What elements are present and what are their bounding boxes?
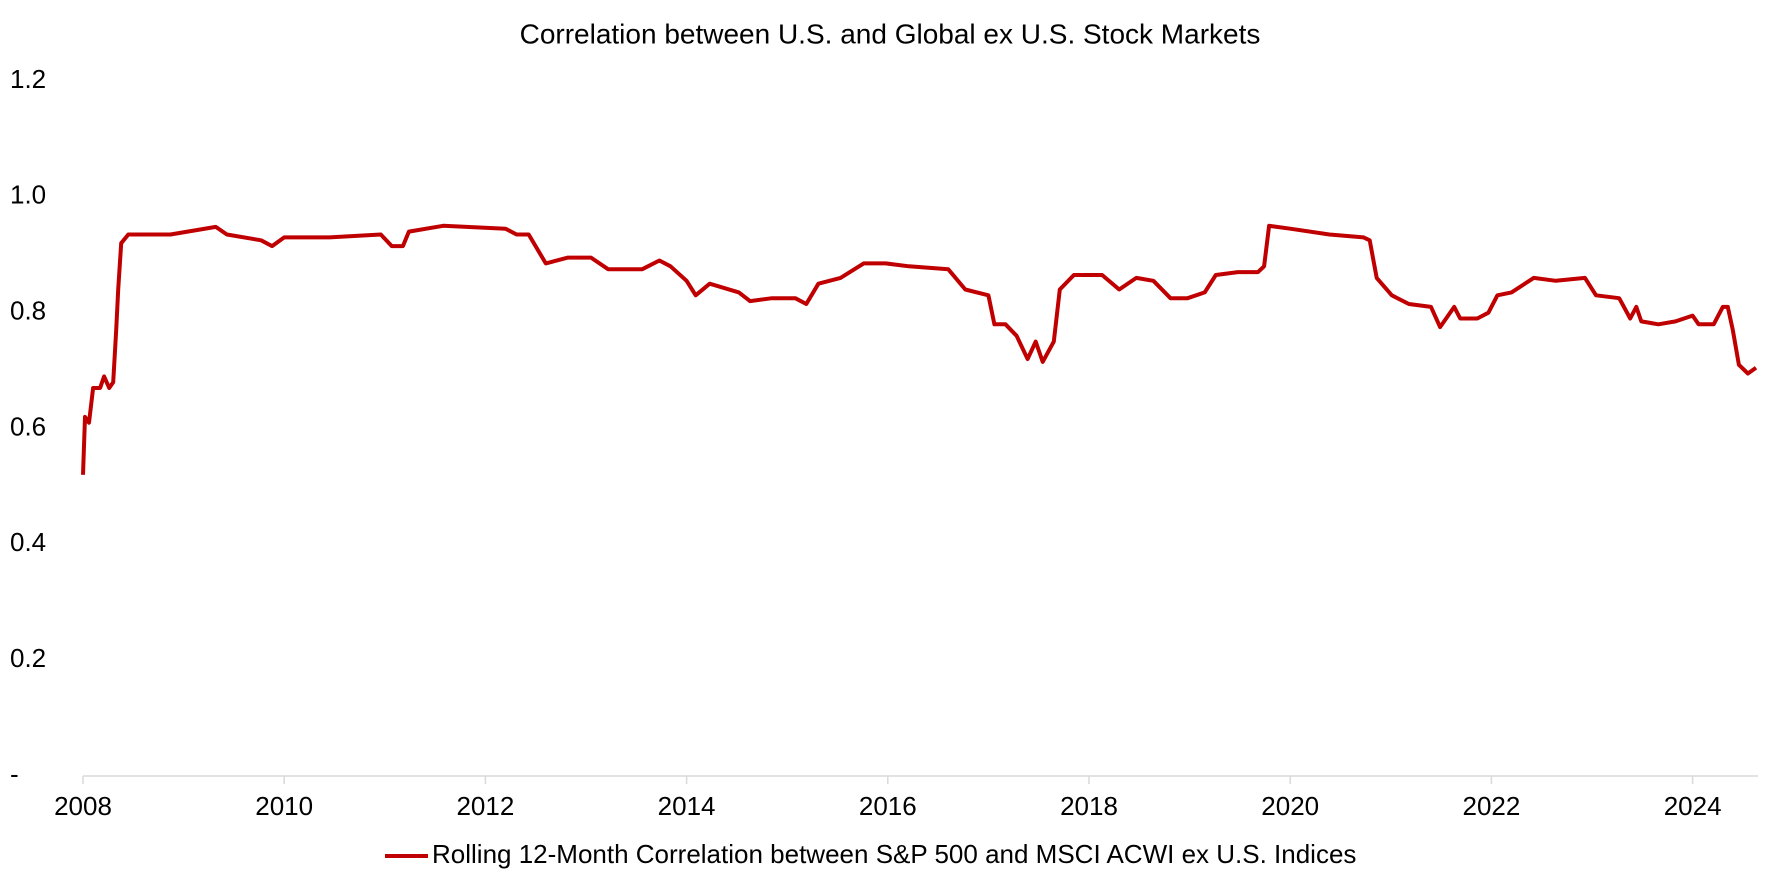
y-tick-label: 0.4 (10, 527, 46, 557)
x-tick-label: 2014 (658, 791, 716, 821)
legend-label: Rolling 12-Month Correlation between S&P… (432, 839, 1356, 869)
x-tick-label: 2010 (255, 791, 313, 821)
y-tick-label: - (10, 759, 19, 789)
x-tick-label: 2024 (1664, 791, 1722, 821)
chart-title: Correlation between U.S. and Global ex U… (520, 18, 1261, 49)
y-tick-label: 1.2 (10, 64, 46, 94)
y-tick-label: 0.6 (10, 411, 46, 441)
x-tick-label: 2018 (1060, 791, 1118, 821)
y-tick-label: 0.8 (10, 296, 46, 326)
x-tick-label: 2012 (456, 791, 514, 821)
x-tick-label: 2022 (1462, 791, 1520, 821)
x-tick-label: 2020 (1261, 791, 1319, 821)
y-tick-label: 0.2 (10, 643, 46, 673)
y-tick-label: 1.0 (10, 180, 46, 210)
x-tick-label: 2008 (54, 791, 112, 821)
x-tick-label: 2016 (859, 791, 917, 821)
series-line (81, 223, 1758, 475)
